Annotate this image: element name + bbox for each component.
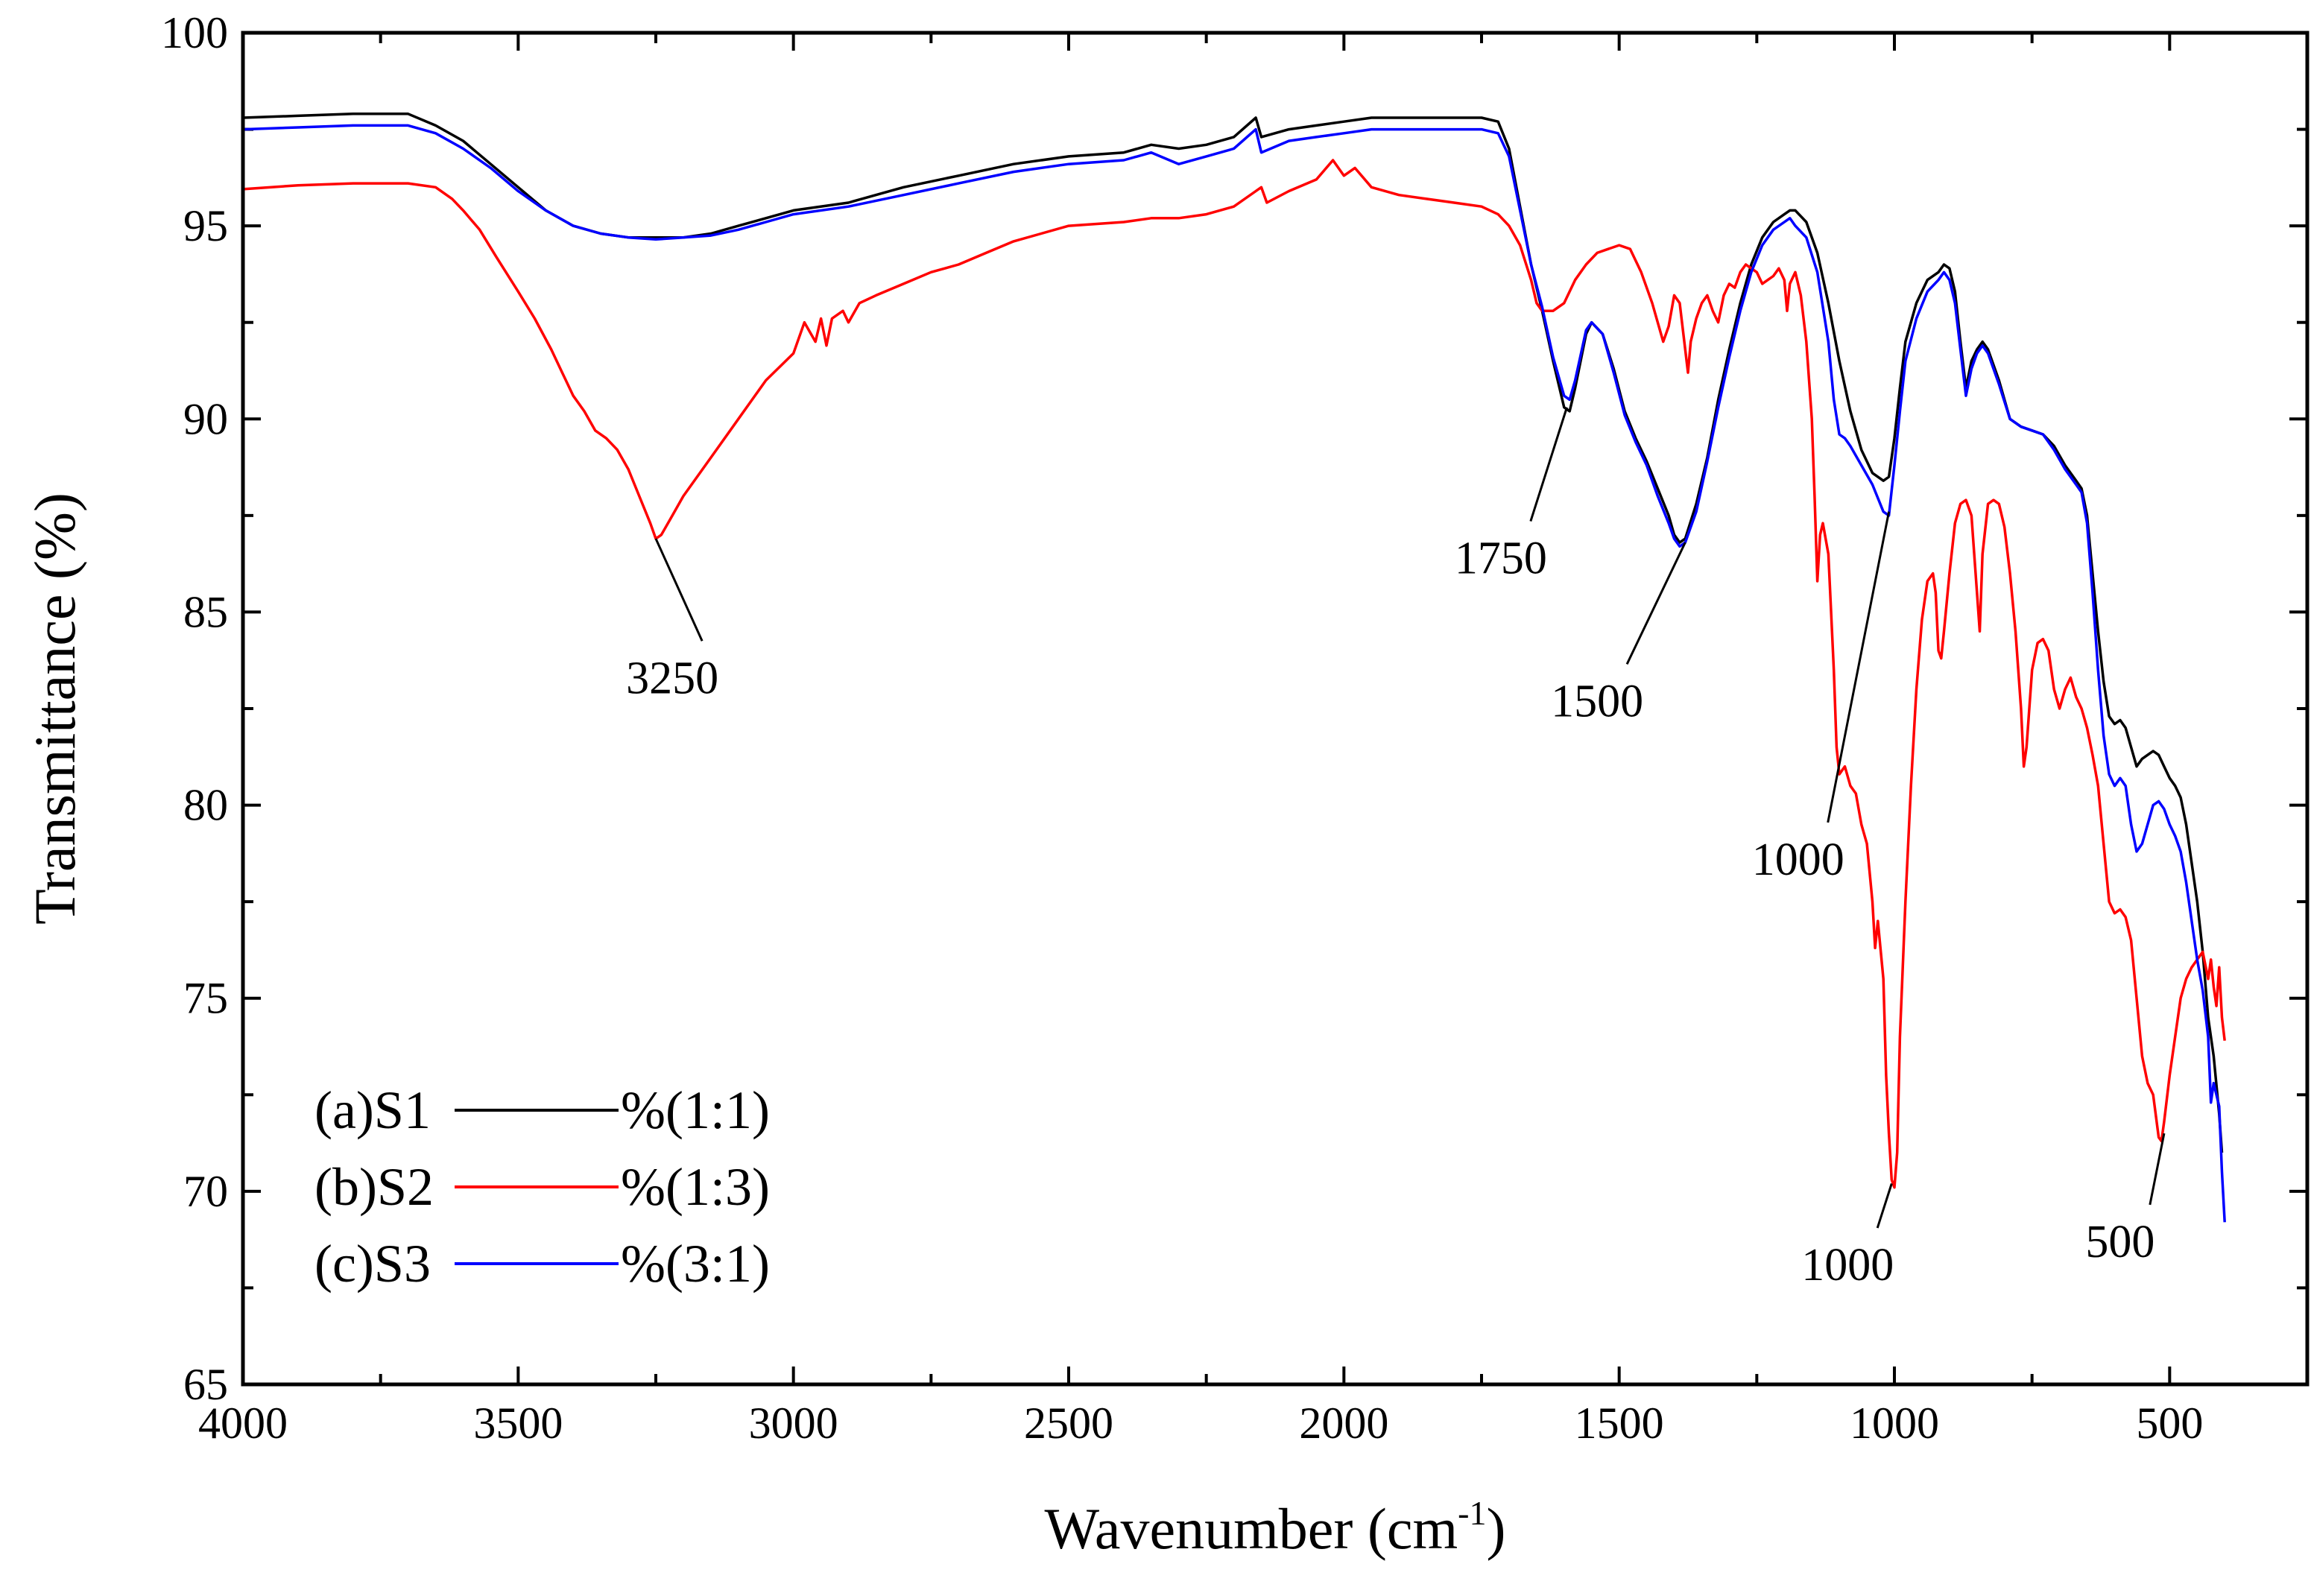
x-tick-label-500: 500 (2136, 1399, 2203, 1448)
y-tick-label-90: 90 (183, 394, 228, 443)
legend-label-a: (a)S1 (314, 1080, 431, 1140)
x-tick-label-2500: 2500 (1024, 1399, 1113, 1448)
x-tick-label-1000: 1000 (1850, 1399, 1939, 1448)
x-axis-title-close: ) (1487, 1496, 1506, 1561)
x-tick-label-2000: 2000 (1299, 1399, 1388, 1448)
annotation-leader-0 (654, 538, 704, 642)
annotation-label-0: 3250 (626, 653, 718, 703)
annotation-label-2: 1500 (1551, 676, 1643, 726)
annotation-leader-5 (2149, 1133, 2166, 1206)
legend-ratio-c: %(3:1) (621, 1234, 770, 1293)
y-tick-label-80: 80 (183, 781, 228, 830)
legend-ratio-a: %(1:1) (621, 1080, 770, 1140)
annotation-label-1: 1750 (1455, 533, 1547, 584)
x-tick-label-4000: 4000 (198, 1399, 288, 1448)
annotation-layer: 3250 1750 1500 1000 1000 500 (626, 407, 2166, 1291)
annotation-leader-3 (1827, 511, 1891, 823)
series-line-s1 (242, 113, 2224, 1153)
x-tick-label-3000: 3000 (749, 1399, 838, 1448)
annotation-label-3: 1000 (1752, 835, 1844, 885)
legend-ratio-b: %(1:3) (621, 1157, 770, 1217)
legend: (a)S1 %(1:1) (b)S2 %(1:3) (c)S3 %(3:1) (314, 1080, 770, 1293)
y-axis-title: Transmittance (%) (22, 493, 87, 925)
series-layer (242, 113, 2226, 1223)
annotation-leader-4 (1876, 1183, 1893, 1229)
x-axis-title-superscript: -1 (1458, 1494, 1486, 1532)
x-axis-title: Wavenumber (cm-1) (1045, 1494, 1506, 1561)
annotation-label-5: 500 (2085, 1217, 2154, 1267)
y-tick-label-85: 85 (183, 587, 228, 636)
series-line-s3 (242, 124, 2226, 1223)
legend-label-c: (c)S3 (314, 1234, 431, 1293)
legend-label-b: (b)S2 (314, 1157, 434, 1217)
y-tick-label-65: 65 (183, 1360, 228, 1409)
tick-labels: 4000 3500 3000 2500 2000 1500 1000 500 65 70 75 80 8… (161, 8, 2203, 1448)
plot-area-frame (241, 31, 2310, 1387)
y-tick-label-75: 75 (183, 974, 228, 1023)
x-tick-label-1500: 1500 (1575, 1399, 1664, 1448)
y-tick-label-95: 95 (183, 201, 228, 250)
annotation-leader-2 (1625, 542, 1686, 665)
series-line-s2 (242, 159, 2226, 1189)
x-axis-title-main: Wavenumber (cm (1045, 1496, 1458, 1561)
y-tick-label-100: 100 (161, 8, 228, 57)
y-tick-label-70: 70 (183, 1167, 228, 1216)
x-tick-label-3500: 3500 (473, 1399, 563, 1448)
annotation-label-4: 1000 (1801, 1240, 1894, 1291)
annotation-leader-1 (1529, 407, 1568, 522)
